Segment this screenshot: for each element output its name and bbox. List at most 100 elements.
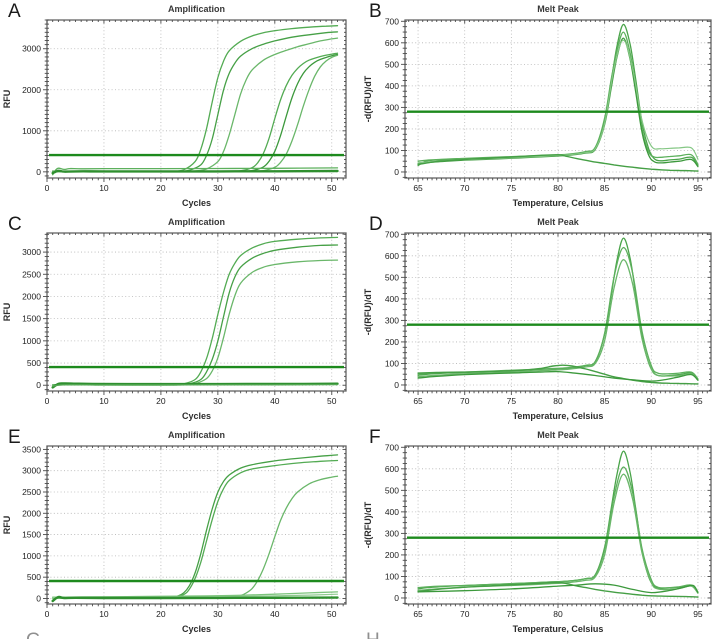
y-axis-label: RFU [2,90,12,109]
x-tick-label: 50 [327,183,337,193]
plot-area: 0 10 20 30 40 500500100015002000250030003500A… [2,430,347,634]
partial-panel-letter: G [26,630,41,639]
y-tick-label: 2000 [22,85,41,95]
tick-labels: 65 70 75 80 85 90 95 0 100 200 300 400 500 600 700 [385,442,703,619]
y-tick-label: 700 [385,229,399,239]
x-tick-label: 30 [213,609,223,619]
y-tick-label: 100 [385,145,399,155]
melt-negative [417,154,699,172]
y-tick-label: 200 [385,124,399,134]
y-tick-label: 3000 [22,247,41,257]
panel-letter: D [369,214,384,235]
x-tick-label: 85 [600,183,610,193]
x-tick-label: 85 [600,396,610,406]
x-tick-label: 90 [647,396,657,406]
x-tick-label: 65 [413,183,423,193]
y-tick-label: 600 [385,38,399,48]
y-axis-label: -d(RFU)/dT [363,501,373,548]
axis-ticks [43,446,346,608]
x-tick-label: 10 [99,609,109,619]
amp-curve-3 [52,37,339,173]
x-tick-label: 95 [693,396,703,406]
x-tick-label: 75 [507,396,517,406]
x-tick-label: 0 [45,609,50,619]
series-curves [51,236,339,389]
y-tick-label: 500 [27,358,41,368]
series-curves [51,25,339,176]
panel-letter: E [8,427,22,448]
y-axis-label: RFU [2,303,12,322]
y-tick-label: 600 [385,464,399,474]
series-curves [417,450,699,598]
axis-ticks [43,233,346,395]
chart-title: Amplification [168,430,225,440]
x-tick-label: 80 [553,396,563,406]
y-tick-label: 100 [385,358,399,368]
x-tick-label: 0 [45,183,50,193]
y-tick-label: 500 [385,59,399,69]
x-tick-label: 20 [156,396,166,406]
y-tick-label: 300 [385,102,399,112]
axis-ticks [43,19,346,182]
chart-title: Amplification [168,4,225,14]
y-tick-label: 2500 [22,269,41,279]
x-tick-label: 40 [270,183,280,193]
panel-letter: B [369,1,383,22]
x-tick-label: 0 [45,396,50,406]
tick-labels: 65 70 75 80 85 90 95 0 100 200 300 400 500 600 700 [385,229,703,406]
x-tick-label: 40 [270,396,280,406]
melt-negative [417,370,699,382]
melt-peak-2 [417,466,699,593]
x-axis-label: Temperature, Celsius [513,624,604,634]
series-curves [51,454,339,603]
x-tick-label: 10 [99,396,109,406]
y-tick-label: 2000 [22,291,41,301]
series-curves [417,237,699,385]
x-tick-label: 80 [553,609,563,619]
y-tick-label: 0 [36,593,41,603]
melt-peak-4 [417,39,699,164]
y-tick-label: 1500 [22,314,41,324]
axis-ticks [401,233,711,395]
x-tick-label: 30 [213,396,223,406]
panel-letter: A [8,1,22,22]
y-tick-label: 3500 [22,444,41,454]
x-tick-label: 80 [553,183,563,193]
y-tick-label: 0 [36,167,41,177]
x-tick-label: 30 [213,183,223,193]
y-tick-label: 3000 [22,466,41,476]
y-tick-label: 1000 [22,551,41,561]
y-tick-label: 200 [385,550,399,560]
chart-title: Amplification [168,217,225,227]
y-tick-label: 500 [385,485,399,495]
plot-area: 65 70 75 80 85 90 95 0 100 200 300 400 500 600 700 Melt… [363,4,712,208]
plot-area: 0 10 20 30 40 50050010001500200025003000Ampli… [2,217,347,421]
amp-curve-2 [52,31,339,173]
x-tick-label: 70 [460,609,470,619]
plot-border [46,232,347,392]
qpcr-panel: F 65 70 75 80 85 90 95 0 100 200 300 400 500 600 700 Me… [361,426,722,639]
amp-curve-2 [52,244,339,386]
flat-curve-2 [52,383,339,387]
y-tick-label: 400 [385,507,399,517]
y-tick-label: 3000 [22,44,41,54]
y-axis-label: -d(RFU)/dT [363,75,373,122]
x-tick-label: 85 [600,609,610,619]
y-tick-label: 1000 [22,126,41,136]
chart-title: Melt Peak [537,430,580,440]
x-tick-label: 75 [507,609,517,619]
qpcr-panel: B 65 70 75 80 85 90 95 0 100 200 300 400 500 600 700 Me… [361,0,722,213]
x-tick-label: 40 [270,609,280,619]
x-tick-label: 65 [413,396,423,406]
x-tick-label: 90 [647,609,657,619]
y-tick-label: 400 [385,294,399,304]
qpcr-panel: E 0 10 20 30 40 50 0 500 1000 1500 2000 2500 3000 350… [0,426,361,639]
amp-curve-1 [52,236,339,388]
y-tick-label: 2000 [22,508,41,518]
melt-negative [417,581,699,598]
tick-labels: 65 70 75 80 85 90 95 0 100 200 300 400 500 600 700 [385,16,703,193]
plot-border [46,445,347,605]
y-tick-label: 400 [385,81,399,91]
qpcr-panel: C 0 10 20 30 40 50 0 500 1000 1500 2000 2500 3000 Amp… [0,213,361,426]
